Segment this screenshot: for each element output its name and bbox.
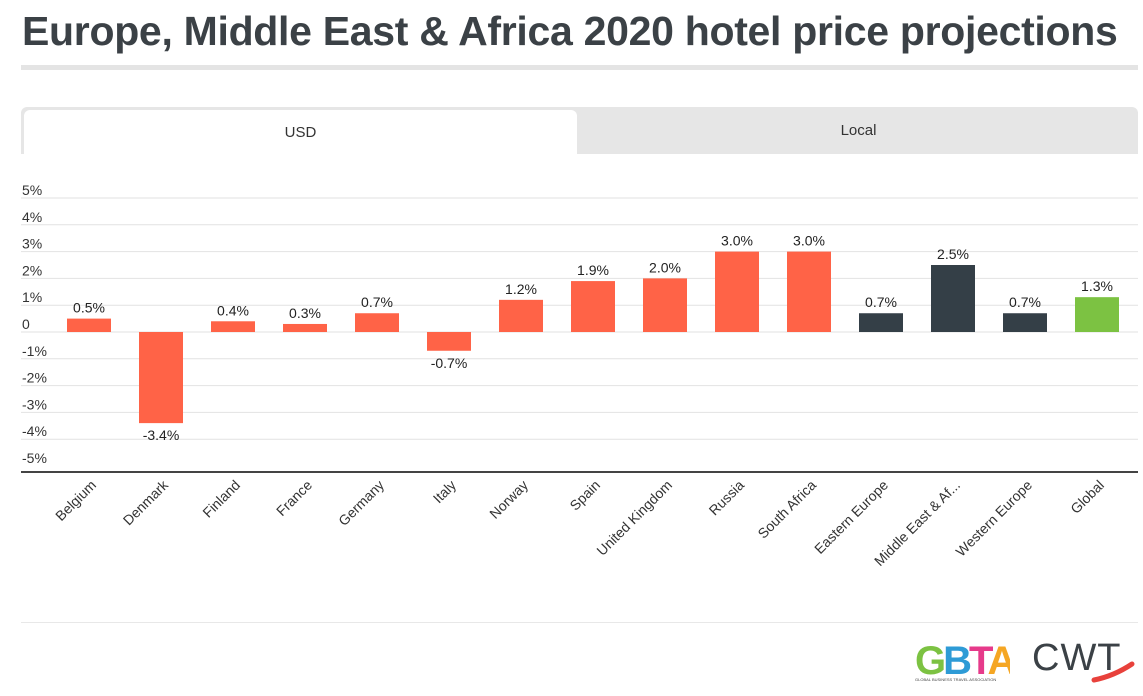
data-label: 0.3% xyxy=(289,305,321,321)
title-divider xyxy=(21,65,1138,70)
bar xyxy=(67,318,111,332)
data-label: 3.0% xyxy=(793,233,825,249)
data-label: -0.7% xyxy=(431,355,468,371)
data-label: -3.4% xyxy=(143,427,180,443)
x-tick-label: Germany xyxy=(335,477,387,529)
y-tick-label: 2% xyxy=(22,262,42,278)
x-tick-label: Finland xyxy=(199,477,243,521)
x-tick-label: Western Europe xyxy=(952,477,1035,560)
x-tick-label: Global xyxy=(1067,477,1107,517)
data-label: 1.2% xyxy=(505,281,537,297)
gbta-tagline: GLOBAL BUSINESS TRAVEL ASSOCIATION xyxy=(915,677,996,682)
x-tick-label: Eastern Europe xyxy=(811,477,891,557)
y-tick-label: -5% xyxy=(22,450,47,466)
y-tick-label: -4% xyxy=(22,423,47,439)
footer-divider xyxy=(21,622,1138,623)
bar xyxy=(643,278,687,332)
x-tick-label: France xyxy=(273,477,315,519)
y-tick-label: 0 xyxy=(22,316,30,332)
x-tick-label: Russia xyxy=(706,477,748,519)
currency-tabs: USD Local xyxy=(21,107,1138,154)
data-label: 0.5% xyxy=(73,300,105,316)
data-label: 0.7% xyxy=(1009,294,1041,310)
bar xyxy=(283,323,327,332)
y-tick-label: -3% xyxy=(22,396,47,412)
y-tick-label: -1% xyxy=(22,343,47,359)
y-tick-label: 3% xyxy=(22,236,42,252)
x-tick-label: Italy xyxy=(430,477,459,506)
y-tick-label: 1% xyxy=(22,289,42,305)
bar xyxy=(499,299,543,332)
bar-chart: 5% 4% 3% 2% 1% 0 -1% -2% -3% -4% -5% 0.5% Belgium -3.… xyxy=(21,182,1138,569)
data-label: 2.0% xyxy=(649,259,681,275)
bar xyxy=(427,332,471,351)
y-tick-label: -2% xyxy=(22,370,47,386)
x-tick-label: Spain xyxy=(566,477,603,514)
x-tick-label: Denmark xyxy=(120,476,172,528)
tab-local[interactable]: Local xyxy=(840,122,877,139)
cwt-swoosh xyxy=(1091,661,1135,683)
cwt-logo-text: CWT xyxy=(1032,638,1122,679)
data-label: 1.3% xyxy=(1081,278,1113,294)
bar xyxy=(139,332,183,424)
x-tick-label: United Kingdom xyxy=(593,477,675,559)
bar xyxy=(859,313,903,332)
bar xyxy=(931,265,975,332)
bar xyxy=(211,321,255,332)
gbta-logo: GBTA GLOBAL BUSINESS TRAVEL ASSOCIATION xyxy=(915,639,1010,683)
bar xyxy=(787,251,831,332)
bar xyxy=(1075,297,1119,332)
data-label: 0.7% xyxy=(865,294,897,310)
bar xyxy=(715,251,759,332)
data-label: 0.4% xyxy=(217,302,249,318)
data-label: 3.0% xyxy=(721,233,753,249)
tab-usd[interactable]: USD xyxy=(24,110,577,154)
x-tick-label: Norway xyxy=(486,477,531,522)
bar xyxy=(1003,313,1047,332)
x-tick-label: Belgium xyxy=(52,477,99,524)
svg-text:GBTA: GBTA xyxy=(915,639,1010,683)
data-label: 1.9% xyxy=(577,262,609,278)
y-tick-label: 4% xyxy=(22,209,42,225)
bar xyxy=(355,313,399,332)
bar xyxy=(571,281,615,332)
page-title: Europe, Middle East & Africa 2020 hotel … xyxy=(22,8,1118,54)
data-label: 2.5% xyxy=(937,246,969,262)
y-tick-label: 5% xyxy=(22,182,42,198)
x-tick-label: South Africa xyxy=(754,477,819,542)
cwt-logo: CWT xyxy=(1032,638,1135,683)
data-label: 0.7% xyxy=(361,294,393,310)
